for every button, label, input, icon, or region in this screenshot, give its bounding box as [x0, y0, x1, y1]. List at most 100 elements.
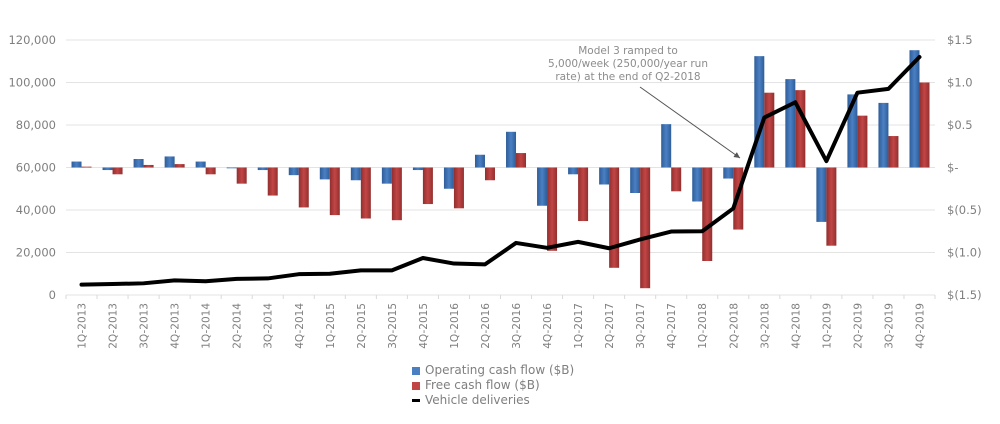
operating-cash-flow-bar	[133, 159, 144, 168]
operating-cash-flow-bar	[319, 167, 330, 180]
x-tick-label: 3Q-2017	[635, 303, 647, 349]
free-cash-flow-bar	[329, 167, 340, 216]
x-tick-label: 2Q-2017	[604, 303, 616, 349]
operating-cash-flow-bar	[754, 56, 765, 168]
left-tick-label: 20,000	[16, 246, 56, 260]
x-tick-label: 4Q-2014	[294, 303, 306, 349]
operating-cash-flow-bar	[537, 167, 548, 206]
free-cash-flow-bar	[484, 167, 495, 181]
x-tick-label: 2Q-2016	[480, 303, 492, 349]
annotation-line-3: rate) at the end of Q2-2018	[555, 71, 700, 83]
left-tick-label: 40,000	[16, 203, 56, 217]
x-tick-label: 4Q-2018	[790, 303, 802, 349]
operating-cash-flow-bar	[847, 94, 858, 168]
free-cash-flow-bar	[236, 167, 247, 184]
right-axis: $(1.5) $(1.0) $(0.5) $- $0.5 $1.0 $1.5	[947, 33, 982, 302]
x-tick-label: 1Q-2014	[201, 303, 213, 349]
legend-item-operating-cash-flow: Operating cash flow ($B)	[412, 363, 574, 378]
operating-cash-flow-bar	[630, 167, 641, 193]
free-cash-flow-bar	[391, 167, 402, 221]
x-tick-label: 3Q-2016	[511, 303, 523, 349]
left-tick-label: 80,000	[16, 118, 56, 132]
legend-label: Free cash flow ($B)	[425, 378, 540, 392]
left-tick-label: 60,000	[16, 161, 56, 175]
free-cash-flow-bar	[143, 164, 154, 168]
legend-label: Operating cash flow ($B)	[425, 363, 575, 377]
x-tick-label: 3Q-2018	[759, 303, 771, 349]
deliveries-line-layer	[79, 55, 922, 287]
operating-cash-flow-bar	[909, 50, 920, 168]
operating-cash-flow-bar	[71, 161, 82, 168]
right-tick-label: $(1.5)	[947, 288, 982, 302]
x-tick-label: 4Q-2017	[666, 303, 678, 349]
free-cash-flow-bar	[112, 167, 123, 175]
x-tick-label: 3Q-2019	[883, 303, 895, 349]
legend-item-free-cash-flow: Free cash flow ($B)	[412, 378, 574, 393]
x-tick-label: 4Q-2019	[914, 303, 926, 349]
operating-cash-flow-bar	[692, 167, 703, 202]
x-tick-label: 3Q-2013	[139, 303, 151, 349]
legend-swatch-line	[412, 399, 420, 402]
x-tick-label: 1Q-2015	[325, 303, 337, 349]
x-tick-label: 4Q-2016	[542, 303, 554, 349]
annotation-arrow	[639, 86, 741, 159]
legend-label: Vehicle deliveries	[425, 393, 530, 407]
operating-cash-flow-bar	[412, 167, 423, 171]
operating-cash-flow-bar	[474, 154, 485, 168]
right-tick-label: $0.5	[947, 118, 973, 132]
annotation: Model 3 ramped to 5,000/week (250,000/ye…	[548, 45, 741, 159]
right-tick-label: $(1.0)	[947, 246, 982, 260]
free-cash-flow-bar	[360, 167, 371, 219]
x-tick-label: 3Q-2015	[387, 303, 399, 349]
legend-item-vehicle-deliveries: Vehicle deliveries	[412, 393, 574, 408]
free-cash-flow-bar	[609, 167, 620, 268]
operating-cash-flow-bar	[816, 167, 827, 222]
free-cash-flow-bar	[826, 167, 837, 246]
legend-swatch-blue	[412, 366, 420, 375]
annotation-line-2: 5,000/week (250,000/year run	[548, 58, 708, 70]
free-cash-flow-bar	[547, 167, 558, 251]
free-cash-flow-bar	[578, 167, 589, 222]
free-cash-flow-bar	[453, 167, 464, 209]
legend-swatch-red	[412, 381, 420, 390]
operating-cash-flow-bar	[568, 167, 579, 175]
legend: Operating cash flow ($B) Free cash flow …	[412, 363, 574, 408]
annotation-line-1: Model 3 ramped to	[578, 45, 678, 57]
x-tick-label: 4Q-2015	[418, 303, 430, 349]
free-cash-flow-bar	[516, 153, 527, 168]
x-tick-label: 2Q-2018	[728, 303, 740, 349]
x-tick-label: 1Q-2018	[697, 303, 709, 349]
x-tick-label: 2Q-2019	[852, 303, 864, 349]
operating-cash-flow-bar	[257, 167, 268, 171]
right-tick-label: $-	[947, 161, 958, 175]
free-cash-flow-bar	[81, 166, 92, 168]
operating-cash-flow-bar	[443, 167, 454, 189]
operating-cash-flow-bar	[226, 167, 237, 169]
x-tick-label: 2Q-2015	[356, 303, 368, 349]
x-tick-label: 1Q-2017	[573, 303, 585, 349]
left-tick-label: 100,000	[8, 76, 56, 90]
x-tick-label: 1Q-2016	[449, 303, 461, 349]
free-cash-flow-bar	[205, 167, 216, 175]
x-tick-label: 3Q-2014	[263, 303, 275, 349]
left-tick-label: 120,000	[8, 33, 56, 47]
operating-cash-flow-bar	[599, 167, 610, 185]
x-tick-label: 1Q-2019	[821, 303, 833, 349]
free-cash-flow-bar	[298, 167, 309, 208]
free-cash-flow-bar	[174, 164, 185, 168]
free-cash-flow-bar	[267, 167, 278, 196]
x-axis: 1Q-2013 2Q-2013 3Q-2013 4Q-2013 1Q-2014 2Q-20…	[65, 295, 936, 349]
free-cash-flow-bar	[888, 136, 899, 168]
free-cash-flow-bar	[795, 90, 806, 168]
free-cash-flow-bar	[422, 167, 433, 205]
left-tick-label: 0	[49, 288, 56, 302]
free-cash-flow-bar	[671, 167, 682, 192]
free-cash-flow-bar	[640, 167, 651, 289]
operating-cash-flow-bar	[723, 167, 734, 179]
operating-cash-flow-bar	[878, 102, 889, 168]
right-tick-label: $(0.5)	[947, 203, 982, 217]
free-cash-flow-bar	[857, 115, 868, 168]
free-cash-flow-bar	[764, 92, 775, 168]
operating-cash-flow-bar	[102, 167, 113, 171]
